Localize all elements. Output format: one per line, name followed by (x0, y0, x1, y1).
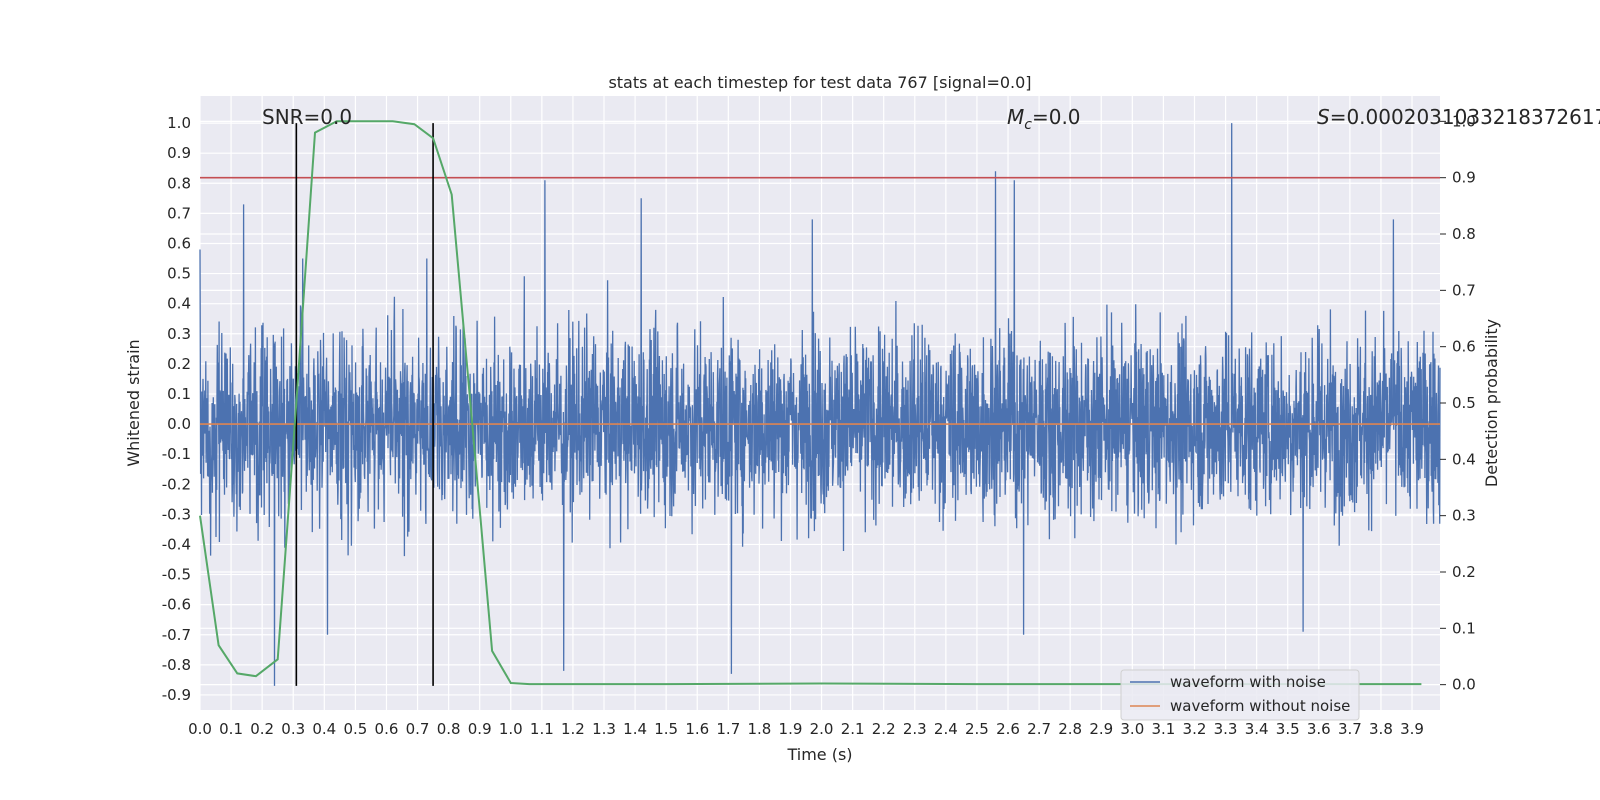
y-tick-label: -0.9 (162, 686, 191, 704)
y2-tick-label: 0.1 (1452, 619, 1476, 637)
x-tick-label: 0.7 (406, 720, 430, 738)
x-axis-label: Time (s) (786, 745, 852, 764)
legend-label-waveform-without-noise: waveform without noise (1170, 697, 1350, 715)
x-tick-label: 3.0 (1120, 720, 1144, 738)
x-tick-label: 0.0 (188, 720, 212, 738)
waveform-with-noise-series (199, 123, 1441, 686)
y-tick-label: 0.3 (167, 325, 191, 343)
x-tick-label: 0.1 (219, 720, 243, 738)
x-tick-label: 3.1 (1151, 720, 1175, 738)
y-tick-label: 0.8 (167, 174, 191, 192)
x-tick-label: 0.8 (437, 720, 461, 738)
y2-tick-label: 0.6 (1452, 338, 1476, 356)
legend-label-waveform-with-noise: waveform with noise (1170, 673, 1326, 691)
y-tick-label: 0.1 (167, 385, 191, 403)
x-tick-label: 2.2 (872, 720, 896, 738)
y-tick-label: 0.2 (167, 355, 191, 373)
x-tick-label: 3.5 (1276, 720, 1300, 738)
x-tick-label: 3.3 (1214, 720, 1238, 738)
x-tick-label: 1.4 (623, 720, 647, 738)
x-tick-label: 0.5 (343, 720, 367, 738)
y2-tick-label: 0.9 (1452, 169, 1476, 187)
x-axis-ticks: 0.0 0.1 0.2 0.3 0.4 0.5 0.6 0.7 0.8 0.9 1.0 1.1 1.2 1… (188, 720, 1424, 738)
x-tick-label: 1.8 (747, 720, 771, 738)
x-tick-label: 1.3 (592, 720, 616, 738)
x-tick-label: 2.0 (810, 720, 834, 738)
s-symbol: S (1317, 105, 1330, 129)
s-annotation: S=0.0002031033218372617 (1317, 105, 1600, 129)
x-tick-label: 2.3 (903, 720, 927, 738)
y-axis-label: Whitened strain (124, 339, 143, 466)
y-tick-label: -0.3 (162, 505, 191, 523)
x-tick-label: 3.7 (1338, 720, 1362, 738)
s-value: =0.0002031033218372617 (1330, 105, 1600, 129)
y-tick-label: 0.5 (167, 265, 191, 283)
x-tick-label: 2.1 (841, 720, 865, 738)
y2-tick-label: 0.3 (1452, 507, 1476, 525)
x-tick-label: 1.1 (530, 720, 554, 738)
y-tick-label: 0.0 (167, 415, 191, 433)
chirp-mass-value: =0.0 (1032, 105, 1081, 129)
waveform-with-noise-line (199, 123, 1441, 686)
y2-axis-label: Detection probability (1482, 319, 1501, 487)
x-tick-label: 1.5 (654, 720, 678, 738)
y-tick-label: 0.4 (167, 295, 191, 313)
x-tick-label: 3.2 (1183, 720, 1207, 738)
y-tick-label: -0.5 (162, 566, 191, 584)
x-tick-label: 1.6 (685, 720, 709, 738)
x-tick-label: 2.4 (934, 720, 958, 738)
x-tick-label: 1.2 (561, 720, 585, 738)
y2-axis-ticks: 0.0 0.1 0.2 0.3 0.4 0.5 0.6 0.7 0.8 0.9 1.0 (1440, 112, 1476, 694)
x-tick-label: 1.7 (716, 720, 740, 738)
x-tick-label: 2.9 (1089, 720, 1113, 738)
chart-title: stats at each timestep for test data 767… (608, 73, 1031, 92)
x-tick-label: 0.6 (375, 720, 399, 738)
y2-tick-label: 0.2 (1452, 563, 1476, 581)
x-tick-label: 2.8 (1058, 720, 1082, 738)
y-tick-label: -0.8 (162, 656, 191, 674)
x-tick-label: 0.9 (468, 720, 492, 738)
x-tick-label: 3.4 (1245, 720, 1269, 738)
y2-tick-label: 0.7 (1452, 281, 1476, 299)
x-tick-label: 0.2 (250, 720, 274, 738)
x-tick-label: 2.6 (996, 720, 1020, 738)
y-tick-label: -0.7 (162, 626, 191, 644)
x-tick-label: 3.9 (1400, 720, 1424, 738)
x-tick-label: 1.9 (779, 720, 803, 738)
y2-tick-label: 0.8 (1452, 225, 1476, 243)
x-tick-label: 3.6 (1307, 720, 1331, 738)
y-tick-label: -0.1 (162, 445, 191, 463)
snr-annotation: SNR=0.0 (262, 105, 352, 129)
y2-tick-label: 0.0 (1452, 676, 1476, 694)
x-tick-label: 2.5 (965, 720, 989, 738)
y-axis-ticks: -0.9 -0.8 -0.7 -0.6 -0.5 -0.4 -0.3 -0.2 -0.1 0.0 0… (162, 114, 191, 704)
detection-probability-line (199, 120, 1422, 686)
y-tick-label: -0.2 (162, 475, 191, 493)
x-tick-label: 1.0 (499, 720, 523, 738)
y-tick-label: 0.6 (167, 234, 191, 252)
y2-tick-label: 0.5 (1452, 394, 1476, 412)
x-tick-label: 0.4 (312, 720, 336, 738)
chirp-mass-subscript: c (1024, 117, 1032, 133)
legend-box (1120, 669, 1360, 721)
x-tick-label: 2.7 (1027, 720, 1051, 738)
y2-tick-label: 0.4 (1452, 450, 1476, 468)
y-tick-label: -0.4 (162, 535, 191, 553)
legend: waveform with noise waveform without noi… (1120, 669, 1360, 721)
chirp-mass-symbol: M (1007, 105, 1024, 129)
y2-tick-label: 1.0 (1452, 112, 1476, 130)
x-tick-label: 3.8 (1369, 720, 1393, 738)
y-tick-label: 1.0 (167, 114, 191, 132)
y-tick-label: 0.9 (167, 144, 191, 162)
y-tick-label: 0.7 (167, 204, 191, 222)
chirp-mass-annotation: Mc=0.0 (1007, 105, 1081, 133)
overlay-layer (199, 120, 1440, 686)
y-tick-label: -0.6 (162, 596, 191, 614)
x-tick-label: 0.3 (281, 720, 305, 738)
